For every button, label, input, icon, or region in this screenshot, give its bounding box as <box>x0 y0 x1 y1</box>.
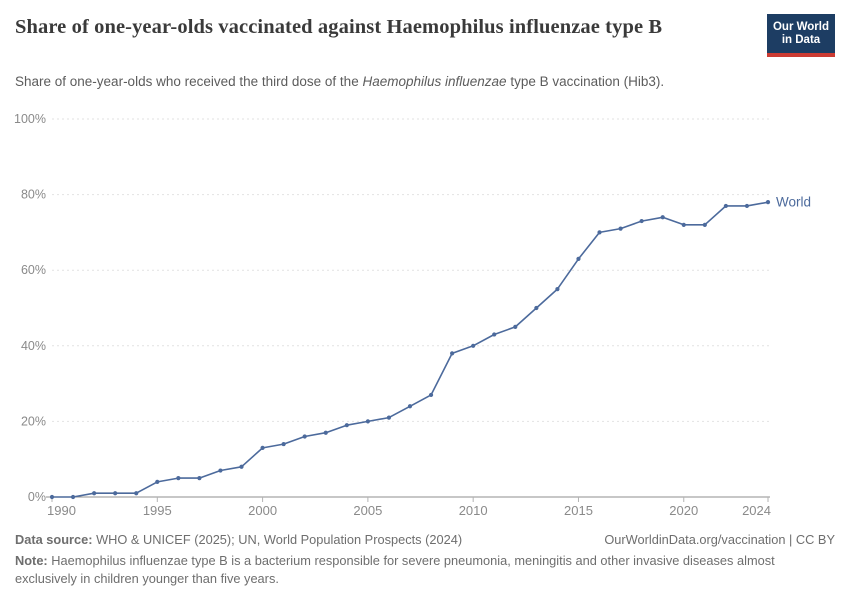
data-source-label: Data source: <box>15 532 93 547</box>
x-axis-tick-label: 2015 <box>564 503 593 518</box>
data-point-marker <box>113 491 118 496</box>
note-label: Note: <box>15 552 48 568</box>
note-text: Haemophilus influenzae type B is a bacte… <box>15 552 775 586</box>
y-axis-tick-label: 80% <box>21 188 46 202</box>
data-point-marker <box>702 222 707 227</box>
data-point-marker <box>576 256 581 261</box>
data-source-line: Data source: WHO & UNICEF (2025); UN, Wo… <box>15 531 462 549</box>
y-axis-tick-label: 20% <box>21 414 46 428</box>
chart-subtitle: Share of one-year-olds who received the … <box>15 73 805 91</box>
data-point-marker <box>407 404 413 409</box>
data-point-marker <box>344 423 349 428</box>
data-point-marker <box>618 226 623 231</box>
data-point-marker <box>92 491 97 496</box>
subtitle-text-italic: Haemophilus influenzae <box>362 74 507 89</box>
x-axis-tick-label: 2020 <box>669 503 698 518</box>
series-label-world[interactable]: World <box>776 195 811 210</box>
owid-logo-red-bar <box>767 53 835 58</box>
owid-logo[interactable]: Our World in Data <box>767 14 835 58</box>
data-point-marker <box>534 305 539 311</box>
x-axis-tick-label: 2024 <box>742 503 771 518</box>
x-axis-tick-label: 2010 <box>459 503 488 518</box>
data-point-marker <box>365 419 370 424</box>
data-point-marker <box>155 479 160 484</box>
line-chart-canvas[interactable]: 0% 20% 40% 60% 80% 100% 1990 1995 2000 2005 2010 20… <box>0 103 850 531</box>
subtitle-text-after: type B vaccination (Hib3). <box>506 74 665 89</box>
data-point-marker <box>302 434 307 439</box>
data-point-marker <box>765 200 771 205</box>
world-line-series <box>52 201 769 498</box>
owid-logo-line1: Our World <box>772 21 829 33</box>
license-link[interactable]: OurWorldinData.org/vaccination | CC BY <box>604 532 835 547</box>
data-point-marker <box>639 218 644 224</box>
data-point-marker <box>281 441 286 447</box>
data-source-text: WHO & UNICEF (2025); UN, World Populatio… <box>92 532 463 547</box>
data-point-marker <box>555 287 560 292</box>
data-point-marker <box>323 430 328 435</box>
data-point-marker <box>260 445 265 450</box>
data-point-marker <box>49 494 55 500</box>
data-point-marker <box>744 203 750 209</box>
page-title: Share of one-year-olds vaccinated agains… <box>15 16 663 38</box>
header: Share of one-year-olds vaccinated agains… <box>15 14 835 58</box>
x-axis-tick-label: 2000 <box>248 503 277 518</box>
data-point-marker <box>471 343 476 348</box>
data-point-marker <box>723 203 728 209</box>
x-axis-tick-label: 2005 <box>353 503 382 518</box>
data-point-marker <box>134 491 139 496</box>
x-axis-tick-label: 1995 <box>143 503 172 518</box>
subtitle-text-before: Share of one-year-olds who received the … <box>15 74 363 89</box>
data-point-marker <box>239 464 244 469</box>
data-point-marker <box>660 215 665 220</box>
data-point-marker <box>386 415 392 420</box>
footer: Data source: WHO & UNICEF (2025); UN, Wo… <box>15 531 835 588</box>
y-axis-tick-label: 40% <box>21 339 46 353</box>
owid-logo-line2: in Data <box>781 34 821 47</box>
chart-area: 0% 20% 40% 60% 80% 100% 1990 1995 2000 2005 2010 20… <box>0 103 850 531</box>
y-axis-tick-label: 100% <box>14 112 46 126</box>
data-point-marker <box>450 351 455 356</box>
data-point-marker <box>176 476 181 481</box>
data-point-marker <box>197 476 202 481</box>
y-axis-tick-label: 0% <box>28 490 46 504</box>
data-point-marker <box>597 230 602 235</box>
owid-logo-text: Our World in Data <box>767 14 835 54</box>
data-point-marker <box>70 494 76 500</box>
x-axis-tick-label: 1990 <box>47 503 76 518</box>
footer-sources-row: Data source: WHO & UNICEF (2025); UN, Wo… <box>15 531 835 549</box>
y-axis-tick-label: 60% <box>21 263 46 277</box>
footer-note: Note: Haemophilus influenzae type B is a… <box>15 552 815 588</box>
data-point-marker <box>218 468 223 473</box>
data-point-marker <box>428 392 434 398</box>
data-point-marker <box>513 324 518 329</box>
data-point-marker <box>492 332 497 337</box>
data-point-marker <box>681 222 686 227</box>
